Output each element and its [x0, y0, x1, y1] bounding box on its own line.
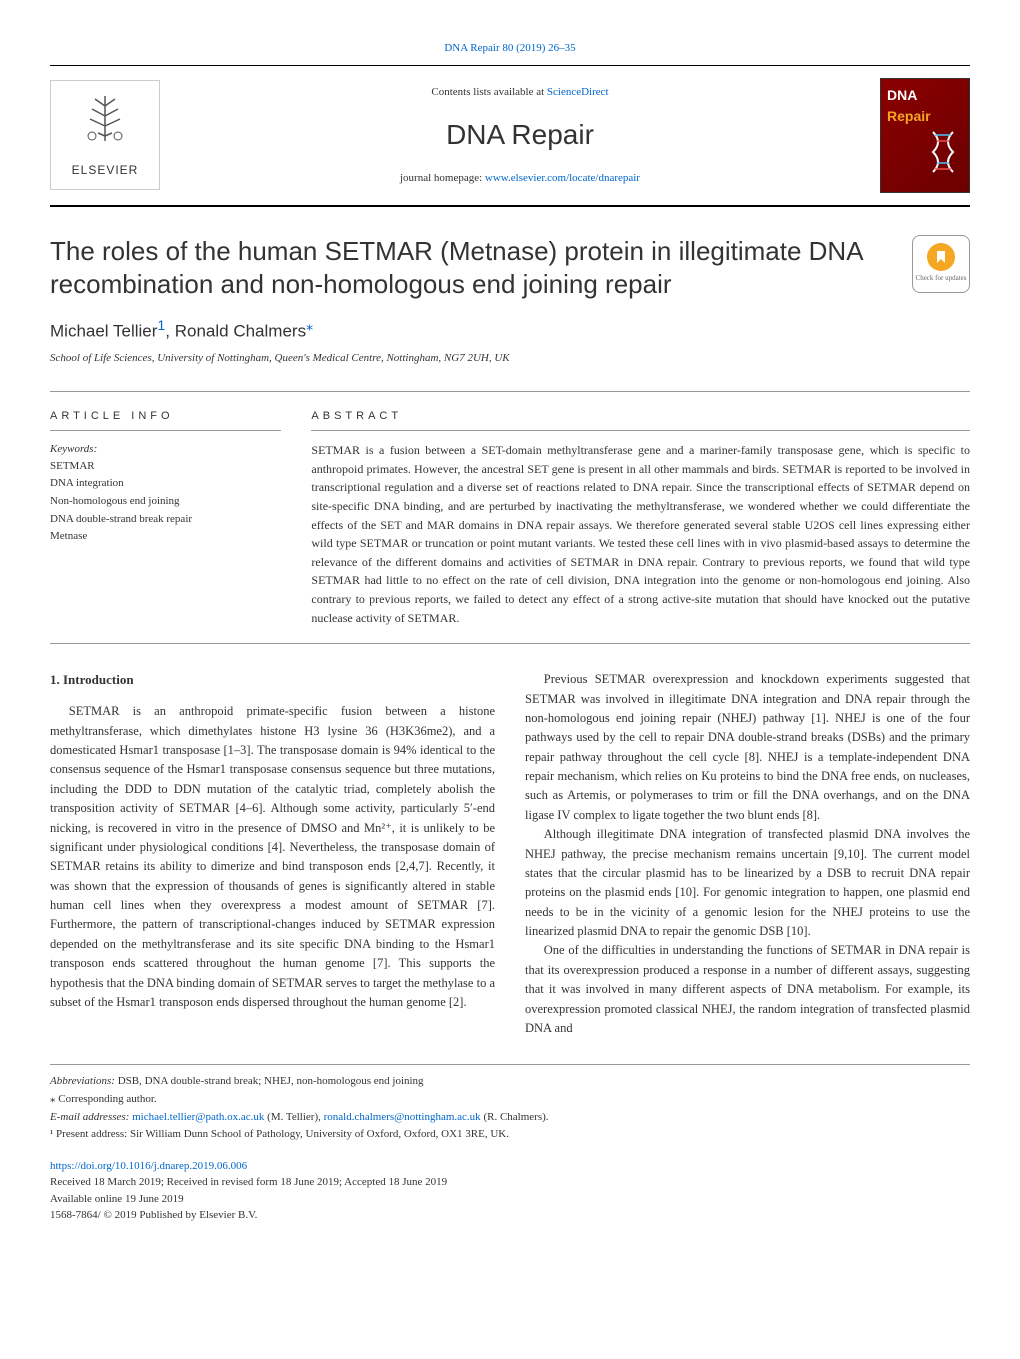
sciencedirect-link[interactable]: ScienceDirect	[547, 86, 609, 98]
abstract-label: ABSTRACT	[311, 408, 970, 432]
keyword-item: Non-homologous end joining	[50, 493, 281, 511]
journal-header: ELSEVIER Contents lists available at Sci…	[50, 66, 970, 207]
author-1: Michael Tellier	[50, 322, 157, 341]
email-2[interactable]: ronald.chalmers@nottingham.ac.uk	[324, 1111, 481, 1123]
cover-subtitle: Repair	[887, 106, 963, 127]
email-1-name: (M. Tellier),	[264, 1111, 323, 1123]
email-2-name: (R. Chalmers).	[481, 1111, 549, 1123]
paragraph-2: Previous SETMAR overexpression and knock…	[525, 670, 970, 825]
keywords-label: Keywords:	[50, 441, 281, 458]
received-line: Received 18 March 2019; Received in revi…	[50, 1174, 970, 1191]
journal-reference: DNA Repair 80 (2019) 26–35	[50, 40, 970, 57]
keyword-item: SETMAR	[50, 458, 281, 476]
abstract-column: ABSTRACT SETMAR is a fusion between a SE…	[311, 408, 970, 627]
contents-prefix: Contents lists available at	[431, 86, 546, 98]
elsevier-logo: ELSEVIER	[50, 80, 160, 190]
article-meta: https://doi.org/10.1016/j.dnarep.2019.06…	[50, 1158, 970, 1224]
article-info-column: ARTICLE INFO Keywords: SETMAR DNA integr…	[50, 408, 281, 627]
present-address: ¹ Present address: Sir William Dunn Scho…	[50, 1126, 970, 1144]
main-two-column: 1. Introduction SETMAR is an anthropoid …	[50, 670, 970, 1038]
elsevier-text: ELSEVIER	[72, 161, 139, 179]
journal-title: DNA Repair	[160, 114, 880, 156]
keywords-list: SETMAR DNA integration Non-homologous en…	[50, 458, 281, 546]
author-2-sup[interactable]: ⁎	[306, 318, 313, 334]
left-column: 1. Introduction SETMAR is an anthropoid …	[50, 670, 495, 1038]
abbrev-text: DSB, DNA double-strand break; NHEJ, non-…	[115, 1075, 424, 1087]
doi-link[interactable]: https://doi.org/10.1016/j.dnarep.2019.06…	[50, 1160, 247, 1172]
paragraph-4: One of the difficulties in understanding…	[525, 941, 970, 1038]
article-title: The roles of the human SETMAR (Metnase) …	[50, 235, 896, 303]
paragraph-3: Although illegitimate DNA integration of…	[525, 825, 970, 941]
homepage-link[interactable]: www.elsevier.com/locate/dnarepair	[485, 172, 640, 184]
journal-ref-link[interactable]: DNA Repair 80 (2019) 26–35	[444, 42, 575, 54]
right-column: Previous SETMAR overexpression and knock…	[525, 670, 970, 1038]
copyright-line: 1568-7864/ © 2019 Published by Elsevier …	[50, 1207, 970, 1224]
footnotes: Abbreviations: DSB, DNA double-strand br…	[50, 1064, 970, 1143]
keyword-item: DNA double-strand break repair	[50, 511, 281, 529]
keyword-item: DNA integration	[50, 475, 281, 493]
email-1[interactable]: michael.tellier@path.ox.ac.uk	[132, 1111, 264, 1123]
intro-heading: 1. Introduction	[50, 670, 495, 690]
email-label: E-mail addresses:	[50, 1111, 132, 1123]
authors-line: Michael Tellier1, Ronald Chalmers⁎	[50, 316, 970, 344]
author-2: , Ronald Chalmers	[165, 322, 306, 341]
contents-line: Contents lists available at ScienceDirec…	[160, 84, 880, 101]
homepage-prefix: journal homepage:	[400, 172, 485, 184]
paragraph-1: SETMAR is an anthropoid primate-specific…	[50, 702, 495, 1012]
elsevier-tree-icon	[80, 91, 130, 161]
article-info-label: ARTICLE INFO	[50, 408, 281, 432]
check-updates-badge[interactable]: Check for updates	[912, 235, 970, 293]
affiliation: School of Life Sciences, University of N…	[50, 350, 970, 367]
keyword-item: Metnase	[50, 528, 281, 546]
check-updates-label: Check for updates	[916, 273, 967, 284]
email-line: E-mail addresses: michael.tellier@path.o…	[50, 1109, 970, 1127]
cover-title: DNA	[887, 85, 963, 106]
journal-cover-thumb: DNA Repair	[880, 78, 970, 193]
cover-dna-icon	[923, 127, 963, 186]
bookmark-icon	[927, 243, 955, 271]
available-line: Available online 19 June 2019	[50, 1191, 970, 1208]
homepage-line: journal homepage: www.elsevier.com/locat…	[160, 170, 880, 187]
abstract-text: SETMAR is a fusion between a SET-domain …	[311, 441, 970, 627]
abbrev-label: Abbreviations:	[50, 1075, 115, 1087]
corresponding-author: ⁎ Corresponding author.	[50, 1091, 970, 1109]
abbreviations-line: Abbreviations: DSB, DNA double-strand br…	[50, 1073, 970, 1091]
